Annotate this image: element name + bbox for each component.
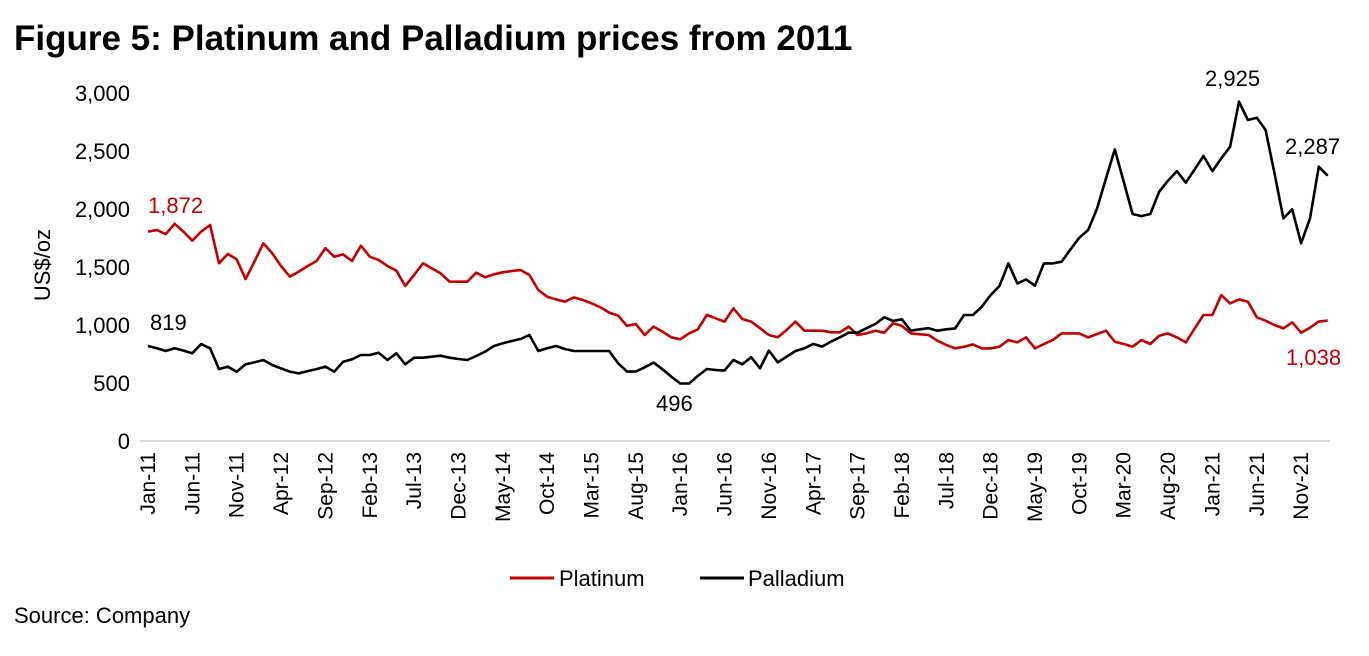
x-tick-label: Jan-16 (669, 452, 692, 516)
x-tick-label: Apr-17 (802, 452, 825, 515)
chart-title: Figure 5: Platinum and Palladium prices … (14, 19, 852, 58)
x-tick-label: Jun-21 (1246, 452, 1269, 516)
x-tick-label: Mar-20 (1113, 452, 1136, 519)
data-annotations: 1,872 819 496 2,925 2,287 1,038 (148, 66, 1341, 416)
x-tick-label: Mar-15 (581, 452, 604, 519)
x-tick-label: Sep-12 (314, 452, 337, 520)
y-tick-label: 2,000 (75, 197, 130, 222)
x-tick-label: May-14 (492, 452, 515, 522)
x-tick-label: Jul-18 (935, 452, 958, 509)
annotation-palladium-max: 2,925 (1205, 66, 1260, 91)
y-tick-label: 2,500 (75, 139, 130, 164)
x-tick-label: Oct-14 (536, 452, 559, 515)
y-tick-label: 500 (93, 371, 130, 396)
x-tick-label: Jul-13 (403, 452, 426, 509)
legend-label-palladium: Palladium (748, 566, 845, 591)
annotation-palladium-start: 819 (150, 310, 187, 335)
x-tick-label: Jan-21 (1201, 452, 1224, 516)
x-tick-label: Nov-21 (1290, 452, 1313, 520)
x-tick-label: Dec-18 (980, 452, 1003, 520)
annotation-palladium-min: 496 (656, 391, 693, 416)
x-tick-label: Jun-11 (181, 452, 204, 515)
y-tick-label: 1,000 (75, 313, 130, 338)
annotation-platinum-end: 1,038 (1286, 345, 1341, 370)
legend: Platinum Palladium (510, 566, 845, 591)
series-line-platinum (147, 222, 1328, 350)
x-tick-label: Jan-11 (137, 452, 160, 515)
x-tick-label: Sep-17 (847, 452, 870, 520)
x-tick-label: Jun-16 (714, 452, 737, 516)
x-tick-label: Aug-15 (625, 452, 648, 520)
x-tick-labels: Jan-11 Jun-11 Nov-11 Apr-12 Sep-12 Feb-13 Jul-… (137, 452, 1313, 522)
x-tick-label: Aug-20 (1157, 452, 1180, 520)
y-tick-label: 0 (118, 429, 130, 454)
x-tick-label: Nov-16 (758, 452, 781, 520)
y-tick-labels: 0 500 1,000 1,500 2,000 2,500 3,000 (75, 81, 130, 454)
series-lines (147, 100, 1329, 385)
y-axis-title: US$/oz (30, 229, 55, 301)
x-tick-label: May-19 (1024, 452, 1047, 522)
series-line-palladium (147, 100, 1329, 385)
y-tick-label: 1,500 (75, 255, 130, 280)
x-tick-label: Apr-12 (270, 452, 293, 515)
annotation-platinum-max: 1,872 (148, 193, 203, 218)
x-tick-label: Feb-18 (891, 452, 914, 519)
legend-label-platinum: Platinum (559, 566, 645, 591)
x-tick-label: Nov-11 (226, 452, 249, 518)
x-tick-label: Feb-13 (359, 452, 382, 519)
y-tick-label: 3,000 (75, 81, 130, 106)
source-note: Source: Company (14, 603, 190, 628)
annotation-palladium-end: 2,287 (1285, 134, 1340, 159)
x-tick-label: Dec-13 (447, 452, 470, 520)
x-tick-label: Oct-19 (1068, 452, 1091, 515)
